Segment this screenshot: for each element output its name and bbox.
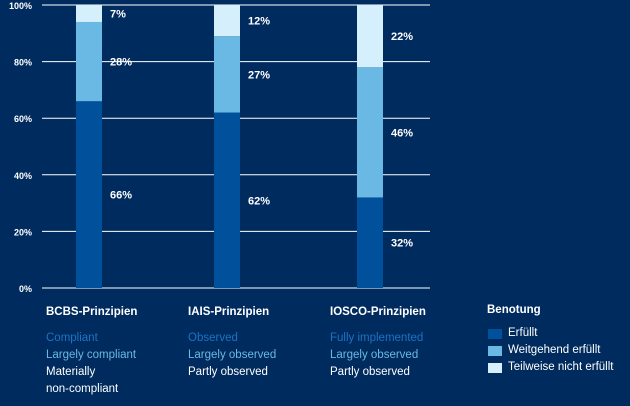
category-line-largely-observed: Largely observed bbox=[330, 349, 419, 361]
legend-swatch bbox=[488, 363, 502, 373]
bar-value-label: 27% bbox=[248, 69, 270, 81]
legend-swatch bbox=[488, 346, 502, 356]
legend-label: Erfüllt bbox=[508, 327, 538, 339]
bar-segment bbox=[76, 21, 102, 102]
legend-label: Weitgehend erfüllt bbox=[508, 344, 601, 356]
bars bbox=[76, 5, 383, 288]
y-tick-label: 0% bbox=[19, 284, 32, 294]
legend-swatch bbox=[488, 329, 502, 339]
y-tick-label: 60% bbox=[14, 114, 32, 124]
category-line-non-compliant: non-compliant bbox=[46, 383, 119, 395]
category-line-observed: Observed bbox=[188, 332, 238, 344]
category-line-largely-observed: Largely observed bbox=[188, 349, 277, 361]
legend-item-weitgehend-erfuellt: Weitgehend erfüllt bbox=[487, 342, 600, 359]
bar-labels: 66% 28% 7% 62% 27% 12% 32% 46% 22% bbox=[110, 8, 413, 249]
bar-segment bbox=[214, 5, 240, 37]
y-tick-label: 20% bbox=[14, 227, 32, 237]
legend-item-teilweise-nicht-erfuellt: Teilweise nicht erfüllt bbox=[487, 359, 613, 376]
category-line-fully-implemented: Fully implemented bbox=[330, 332, 424, 344]
category-title: BCBS-Prinzipien bbox=[46, 306, 138, 318]
bar-value-label: 12% bbox=[248, 16, 270, 28]
legend: Benotung Erfüllt Weitgehend erfüllt Teil… bbox=[487, 304, 613, 376]
y-tick-label: 40% bbox=[14, 171, 32, 181]
category-line-largely-compliant: Largely compliant bbox=[46, 349, 137, 361]
bar-segment bbox=[214, 36, 240, 113]
stacked-bar-chart: 0% 20% 40% 60% 80% 100% 66% 28% 7% 62% 27% 12% 32% 4… bbox=[9, 1, 430, 294]
y-axis-ticks: 0% 20% 40% 60% 80% 100% bbox=[9, 1, 32, 294]
category-title: IOSCO-Prinzipien bbox=[330, 306, 426, 318]
legend-title: Benotung bbox=[487, 304, 541, 316]
category-block-iais: IAIS-Prinzipien Observed Largely observe… bbox=[188, 304, 276, 381]
bar-value-label: 46% bbox=[391, 127, 413, 139]
category-line-compliant: Compliant bbox=[46, 332, 98, 344]
bar-segment bbox=[357, 5, 383, 68]
bar-segment bbox=[357, 67, 383, 198]
bar-segment bbox=[76, 101, 102, 288]
category-line-materially: Materially bbox=[46, 366, 96, 378]
legend-item-erfuellt: Erfüllt bbox=[487, 325, 541, 342]
category-line-partly-observed: Partly observed bbox=[330, 366, 410, 378]
bar-segment bbox=[214, 112, 240, 288]
category-block-iosco: IOSCO-Prinzipien Fully implemented Large… bbox=[330, 304, 426, 381]
bar-segment bbox=[357, 197, 383, 288]
bar-value-label: 7% bbox=[110, 8, 126, 20]
legend-label: Teilweise nicht erfüllt bbox=[508, 361, 614, 373]
bar-value-label: 66% bbox=[110, 190, 132, 202]
bar-segment bbox=[76, 5, 102, 22]
y-tick-label: 100% bbox=[9, 1, 32, 11]
bar-value-label: 62% bbox=[248, 195, 270, 207]
category-line-partly-observed: Partly observed bbox=[188, 366, 268, 378]
category-title: IAIS-Prinzipien bbox=[188, 306, 270, 318]
bar-value-label: 32% bbox=[391, 238, 413, 250]
y-tick-label: 80% bbox=[14, 58, 32, 68]
category-block-bcbs: BCBS-Prinzipien Compliant Largely compli… bbox=[46, 304, 137, 398]
bar-value-label: 28% bbox=[110, 57, 132, 69]
bar-value-label: 22% bbox=[391, 31, 413, 43]
